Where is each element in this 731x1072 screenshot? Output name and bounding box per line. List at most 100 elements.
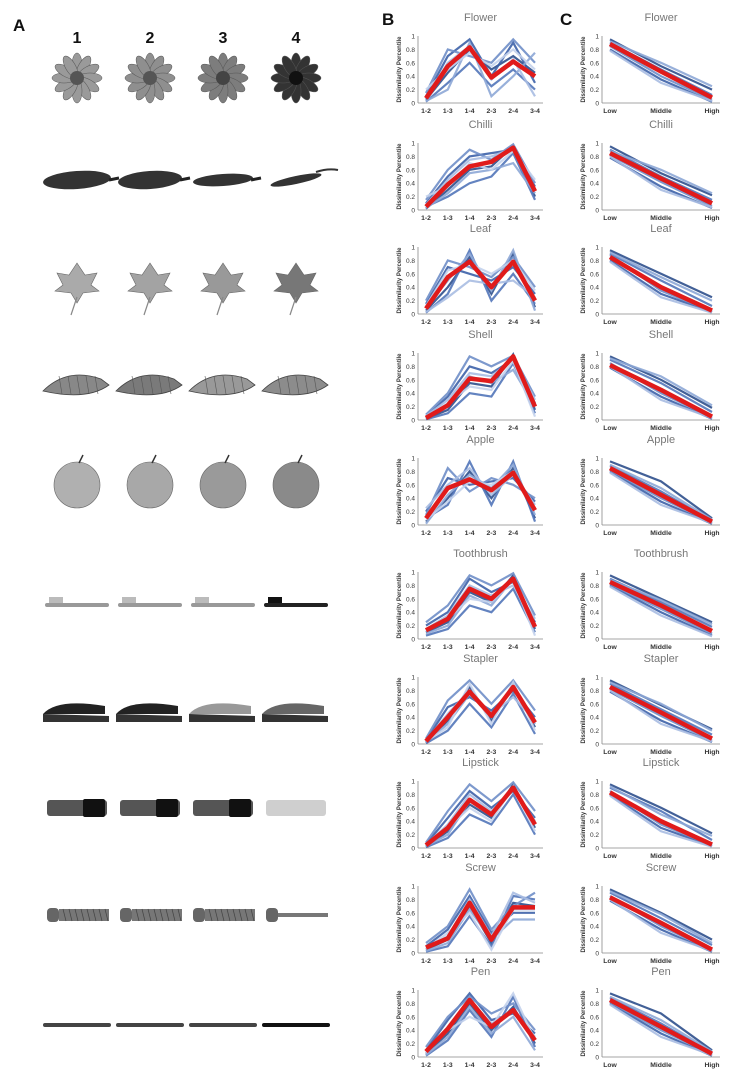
y-tick-label: 0.2 xyxy=(590,937,599,944)
chart-c-4: Apple 0 0.2 0.4 0.6 0.8 1 Dissimilarity Percent… xyxy=(581,434,720,537)
y-tick-label: 0.2 xyxy=(590,87,599,94)
column-number-2: 2 xyxy=(145,30,155,47)
y-tick-label: 0.2 xyxy=(590,832,599,839)
individual-series-line xyxy=(609,992,713,1052)
individual-series-line xyxy=(609,463,713,521)
y-axis-label: Dissimilarity Percentile xyxy=(581,886,587,953)
x-tick-label: High xyxy=(704,425,719,432)
object-image-2-1 xyxy=(127,262,173,316)
chart-title: Flower xyxy=(464,12,497,24)
x-tick-label: 1-3 xyxy=(443,1062,453,1069)
y-axis-label: Dissimilarity Percentile xyxy=(581,781,587,848)
object-image-0-3 xyxy=(270,52,322,104)
individual-series-line xyxy=(425,995,536,1048)
chart-b-7: Lipstick 0 0.2 0.4 0.6 0.8 1 Dissimilarity Perc… xyxy=(397,757,543,860)
y-tick-label: 1 xyxy=(411,34,415,41)
y-tick-label: 1 xyxy=(595,570,599,577)
x-tick-label: High xyxy=(704,1062,719,1069)
x-tick-label: Middle xyxy=(650,1062,672,1069)
individual-series-line xyxy=(425,39,536,102)
x-tick-label: High xyxy=(704,108,719,115)
y-tick-label: 0.6 xyxy=(590,377,599,384)
y-tick-label: 0.6 xyxy=(406,805,415,812)
x-tick-label: 1-4 xyxy=(465,958,475,965)
x-tick-label: 1-3 xyxy=(443,319,453,326)
chart-c-7: Lipstick 0 0.2 0.4 0.6 0.8 1 Dissimilarity Perc… xyxy=(581,757,720,860)
x-tick-label: 1-2 xyxy=(421,319,431,326)
individual-series-line xyxy=(609,585,713,638)
chart-title: Toothbrush xyxy=(634,548,688,560)
y-axis-label: Dissimilarity Percentile xyxy=(397,36,403,103)
y-tick-label: 0.6 xyxy=(590,167,599,174)
chart-title: Lipstick xyxy=(643,757,680,769)
y-tick-label: 0.8 xyxy=(590,364,599,371)
mean-series-line xyxy=(424,45,537,100)
y-axis-label: Dissimilarity Percentile xyxy=(581,677,587,744)
object-image-3-2 xyxy=(188,374,256,396)
x-tick-label: High xyxy=(704,958,719,965)
mean-series-line xyxy=(424,259,537,310)
y-tick-label: 0 xyxy=(595,208,599,215)
object-image-8-1 xyxy=(120,908,182,922)
y-tick-label: 1 xyxy=(595,988,599,995)
y-tick-label: 1 xyxy=(411,884,415,891)
x-tick-label: Middle xyxy=(650,853,672,860)
mean-series-line xyxy=(608,42,714,100)
y-axis-label: Dissimilarity Percentile xyxy=(397,677,403,744)
y-tick-label: 0 xyxy=(411,951,415,958)
y-tick-label: 0.4 xyxy=(590,1028,599,1035)
y-tick-label: 1 xyxy=(595,884,599,891)
object-image-3-3 xyxy=(261,374,329,396)
x-tick-label: Low xyxy=(603,108,617,115)
x-tick-label: 1-4 xyxy=(465,530,475,537)
y-tick-label: 0.6 xyxy=(406,482,415,489)
chart-title: Shell xyxy=(468,329,492,341)
y-tick-label: 1 xyxy=(411,456,415,463)
individual-series-line xyxy=(609,682,713,736)
y-tick-label: 0.4 xyxy=(406,1028,415,1035)
object-image-grid xyxy=(42,52,339,1027)
x-tick-label: 1-2 xyxy=(421,108,431,115)
object-image-3-1 xyxy=(115,374,183,396)
y-tick-label: 0.4 xyxy=(406,819,415,826)
y-tick-label: 0.8 xyxy=(406,154,415,161)
x-tick-label: 1-4 xyxy=(465,644,475,651)
y-tick-label: 0 xyxy=(595,523,599,530)
y-axis-label: Dissimilarity Percentile xyxy=(397,572,403,639)
y-tick-label: 0 xyxy=(595,742,599,749)
chart-b-9: Pen 0 0.2 0.4 0.6 0.8 1 Dissimilarity Percentil… xyxy=(397,966,543,1069)
individual-series-line xyxy=(609,793,713,848)
x-tick-label: 2-3 xyxy=(486,749,496,756)
individual-series-line xyxy=(425,586,536,637)
object-image-0-2 xyxy=(197,52,249,104)
x-tick-label: 2-3 xyxy=(486,530,496,537)
x-tick-label: 1-4 xyxy=(465,853,475,860)
x-tick-label: Low xyxy=(603,749,617,756)
chart-title: Leaf xyxy=(650,223,672,235)
individual-series-line xyxy=(609,785,713,837)
individual-series-line xyxy=(609,358,713,413)
individual-series-line xyxy=(609,365,713,420)
object-image-0-0 xyxy=(51,52,103,104)
x-tick-label: Middle xyxy=(650,319,672,326)
individual-series-line xyxy=(609,890,713,944)
x-tick-label: 1-4 xyxy=(465,215,475,222)
chart-b-1: Chilli 0 0.2 0.4 0.6 0.8 1 Dissimilarity Percen… xyxy=(397,119,543,222)
object-image-1-2 xyxy=(193,173,262,187)
y-tick-label: 0.8 xyxy=(406,364,415,371)
mean-series-line xyxy=(424,997,537,1054)
x-tick-label: 1-2 xyxy=(421,215,431,222)
x-tick-label: Middle xyxy=(650,108,672,115)
y-tick-label: 0 xyxy=(411,312,415,319)
y-tick-label: 0.8 xyxy=(590,258,599,265)
y-tick-label: 0.2 xyxy=(406,728,415,735)
x-tick-label: 1-2 xyxy=(421,853,431,860)
y-axis-label: Dissimilarity Percentile xyxy=(581,247,587,314)
y-tick-label: 0 xyxy=(595,312,599,319)
y-tick-label: 0.4 xyxy=(406,715,415,722)
chart-c-8: Screw 0 0.2 0.4 0.6 0.8 1 Dissimilarity Percent… xyxy=(581,862,720,965)
y-tick-label: 0 xyxy=(595,101,599,108)
y-tick-label: 0.6 xyxy=(406,910,415,917)
chart-title: Shell xyxy=(649,329,673,341)
y-axis-label: Dissimilarity Percentile xyxy=(581,990,587,1057)
